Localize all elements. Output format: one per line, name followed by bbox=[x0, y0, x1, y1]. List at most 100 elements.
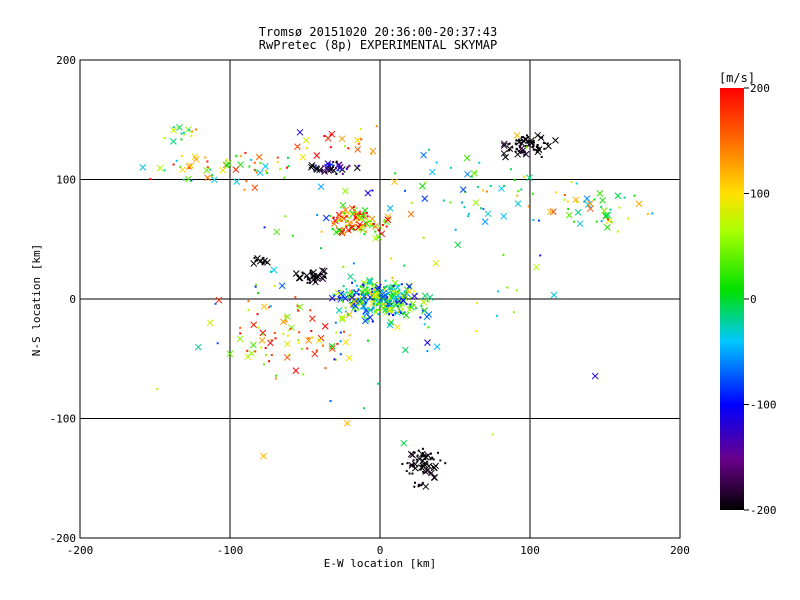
data-point-dot bbox=[356, 302, 359, 305]
data-point-cross bbox=[341, 295, 349, 302]
data-point-cross bbox=[339, 316, 346, 323]
data-point-cross bbox=[203, 167, 210, 174]
data-point-dot bbox=[357, 215, 360, 218]
data-point-cross bbox=[418, 182, 426, 190]
data-point-dot bbox=[254, 285, 257, 288]
data-point-dot bbox=[531, 192, 534, 195]
data-point-dot bbox=[331, 227, 334, 230]
data-point-dot bbox=[360, 290, 363, 293]
data-point-cross bbox=[400, 439, 408, 447]
data-point-dot bbox=[365, 292, 368, 295]
data-point-dot bbox=[261, 261, 264, 264]
data-point-dot bbox=[321, 170, 324, 173]
data-point-cross bbox=[309, 272, 317, 280]
data-point-dot bbox=[392, 290, 395, 293]
data-point-dot bbox=[250, 158, 253, 161]
data-point-dot bbox=[391, 288, 394, 291]
data-point-cross bbox=[313, 152, 321, 159]
data-point-cross bbox=[311, 350, 319, 358]
data-point-dot bbox=[274, 337, 277, 340]
data-point-cross bbox=[584, 201, 592, 209]
data-point-dot bbox=[401, 462, 404, 465]
data-point-cross bbox=[420, 151, 428, 159]
data-point-dot bbox=[337, 219, 340, 222]
data-point-cross bbox=[248, 349, 255, 357]
data-point-dot bbox=[409, 464, 412, 467]
data-point-cross bbox=[433, 343, 441, 351]
data-point-dot bbox=[337, 169, 340, 172]
data-point-cross bbox=[386, 321, 394, 329]
data-point-dot bbox=[306, 347, 309, 350]
data-point-dot bbox=[522, 151, 525, 154]
data-point-cross bbox=[267, 339, 274, 347]
data-point-dot bbox=[427, 326, 430, 329]
data-point-dot bbox=[341, 172, 344, 175]
data-point-dot bbox=[179, 165, 182, 168]
data-point-cross bbox=[191, 153, 199, 161]
data-point-dot bbox=[486, 190, 489, 193]
data-point-cross bbox=[347, 273, 354, 280]
data-point-dot bbox=[324, 367, 327, 370]
data-point-dot bbox=[335, 160, 338, 163]
data-point-cross bbox=[464, 170, 471, 178]
data-point-dot bbox=[373, 299, 376, 302]
data-point-dot bbox=[354, 279, 357, 282]
data-point-dot bbox=[346, 166, 349, 169]
data-point-dot bbox=[439, 459, 442, 462]
data-point-dot bbox=[270, 353, 273, 356]
data-point-dot bbox=[461, 201, 464, 204]
data-point-dot bbox=[360, 225, 363, 228]
data-point-dot bbox=[563, 198, 566, 201]
data-point-dot bbox=[389, 306, 392, 309]
data-point-cross bbox=[406, 305, 413, 313]
data-point-dot bbox=[357, 164, 360, 167]
data-point-dot bbox=[257, 292, 260, 295]
data-point-dot bbox=[321, 344, 324, 347]
data-point-cross bbox=[385, 300, 392, 308]
data-point-dot bbox=[360, 138, 363, 141]
data-point-dot bbox=[257, 326, 260, 329]
data-point-dot bbox=[370, 152, 373, 155]
data-point-dot bbox=[367, 308, 370, 311]
data-point-cross bbox=[392, 294, 400, 302]
data-point-dot bbox=[525, 146, 528, 149]
data-point-cross bbox=[219, 167, 227, 174]
data-point-dot bbox=[355, 221, 358, 224]
data-point-dot bbox=[400, 283, 403, 286]
data-point-cross bbox=[371, 281, 378, 288]
data-point-dot bbox=[421, 452, 424, 455]
data-point-dot bbox=[388, 313, 391, 316]
data-point-dot bbox=[308, 279, 311, 282]
data-point-dot bbox=[156, 388, 159, 391]
data-point-dot bbox=[344, 212, 347, 215]
data-point-cross bbox=[292, 270, 300, 277]
data-point-dot bbox=[264, 353, 267, 356]
data-point-dot bbox=[175, 159, 178, 162]
data-point-dot bbox=[355, 292, 358, 295]
data-point-cross bbox=[518, 145, 525, 152]
data-point-dot bbox=[211, 173, 214, 176]
data-point-dot bbox=[385, 285, 388, 288]
data-point-cross bbox=[514, 200, 522, 207]
data-point-dot bbox=[382, 220, 385, 223]
chart-title: Tromsø 20151020 20:36:00-20:37:43 bbox=[259, 25, 497, 39]
data-point-cross bbox=[260, 303, 268, 310]
data-point-cross bbox=[250, 260, 258, 267]
data-point-dot bbox=[378, 225, 381, 228]
data-point-dot bbox=[264, 346, 267, 349]
data-point-dot bbox=[309, 281, 312, 284]
data-point-dot bbox=[405, 302, 408, 305]
data-point-dot bbox=[388, 299, 391, 302]
data-point-dot bbox=[426, 463, 429, 466]
data-point-dot bbox=[633, 194, 636, 197]
data-point-dot bbox=[600, 220, 603, 223]
data-point-dot bbox=[377, 382, 380, 385]
data-point-dot bbox=[426, 300, 429, 303]
data-point-dot bbox=[366, 293, 369, 296]
data-point-cross bbox=[284, 340, 291, 348]
data-point-dot bbox=[526, 141, 529, 144]
data-point-dot bbox=[349, 290, 352, 293]
data-point-dot bbox=[363, 215, 366, 218]
data-point-dot bbox=[343, 232, 346, 235]
